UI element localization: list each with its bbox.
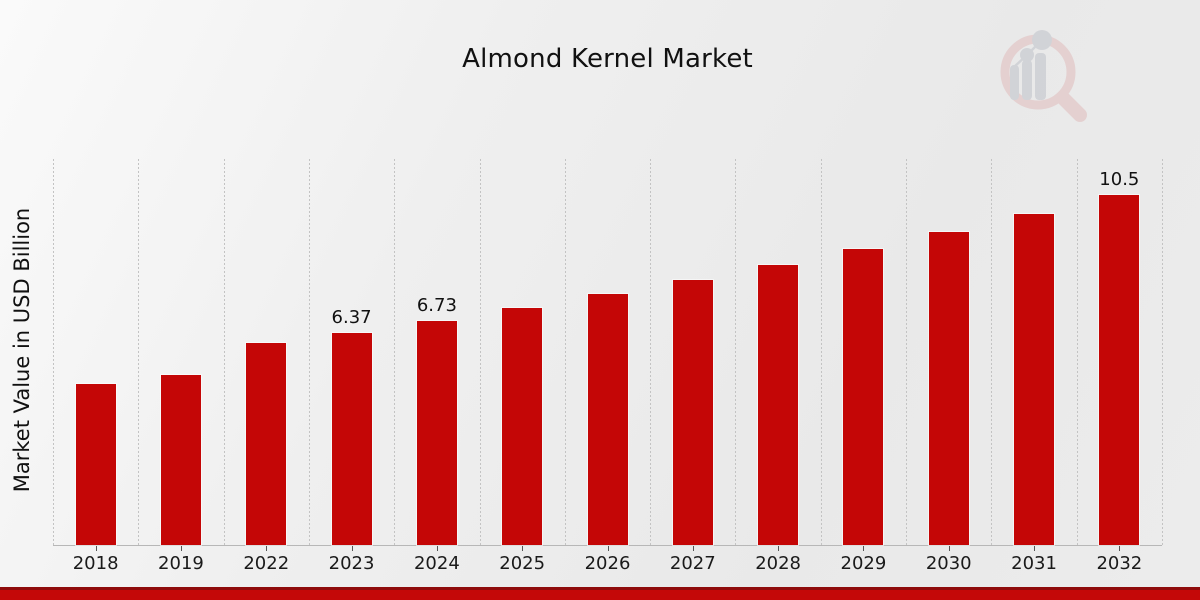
bar-2018 [75,384,116,545]
x-tick-mark [180,546,182,551]
x-tick-label-2032: 2032 [1096,553,1143,574]
gridline [1162,159,1163,545]
x-tick-label-2018: 2018 [72,553,119,574]
x-tick-mark [436,546,438,551]
gridline [564,159,566,545]
bar-2029 [843,249,884,545]
bar-2023 [331,333,372,545]
x-axis-line [53,545,1162,546]
x-tick-mark [1034,546,1036,551]
x-tick-mark [692,546,694,551]
gridline [53,159,54,545]
gridline [138,159,140,545]
bar-2028 [758,265,799,545]
gridline [1076,159,1078,545]
x-tick-label-2022: 2022 [243,553,290,574]
x-tick-label-2027: 2027 [669,553,716,574]
x-tick-mark [266,546,268,551]
x-tick-label-2026: 2026 [584,553,631,574]
bar-2031 [1014,214,1055,545]
x-tick-label-2024: 2024 [413,553,460,574]
bar-value-label-2032: 10.5 [1099,169,1140,190]
bottom-banner [0,587,1200,600]
bar-2025 [502,308,543,545]
chart-title: Almond Kernel Market [462,44,753,74]
x-tick-label-2029: 2029 [840,553,887,574]
bar-2030 [928,232,969,545]
bar-2019 [160,375,201,545]
x-tick-mark [607,546,609,551]
x-tick-label-2028: 2028 [755,553,802,574]
mrfr-logo [1000,30,1087,122]
gridline [906,159,908,545]
gridline [223,159,225,545]
gridline [991,159,993,545]
x-tick-mark [1119,546,1121,551]
x-tick-label-2019: 2019 [158,553,204,574]
x-tick-mark [863,546,865,551]
gridline [735,159,737,545]
bar-value-label-2024: 6.73 [416,295,457,316]
x-tick-mark [948,546,950,551]
gridline [308,159,310,545]
gridline [820,159,822,545]
x-tick-mark [351,546,353,551]
bar-2024 [416,321,457,545]
bar-2022 [246,343,287,545]
bar-value-label-2023: 6.37 [331,307,372,328]
bar-2026 [587,294,628,545]
x-tick-mark [522,546,524,551]
x-tick-label-2030: 2030 [925,553,972,574]
x-tick-mark [95,546,97,551]
x-tick-label-2023: 2023 [328,553,375,574]
gridline [394,159,396,545]
gridline [479,159,481,545]
x-tick-mark [778,546,780,551]
bar-2032 [1099,195,1140,545]
growth-bars-icon [1010,30,1052,100]
x-tick-label-2025: 2025 [499,553,546,574]
bar-2027 [672,280,713,545]
gridline [650,159,652,545]
x-tick-label-2031: 2031 [1011,553,1057,574]
